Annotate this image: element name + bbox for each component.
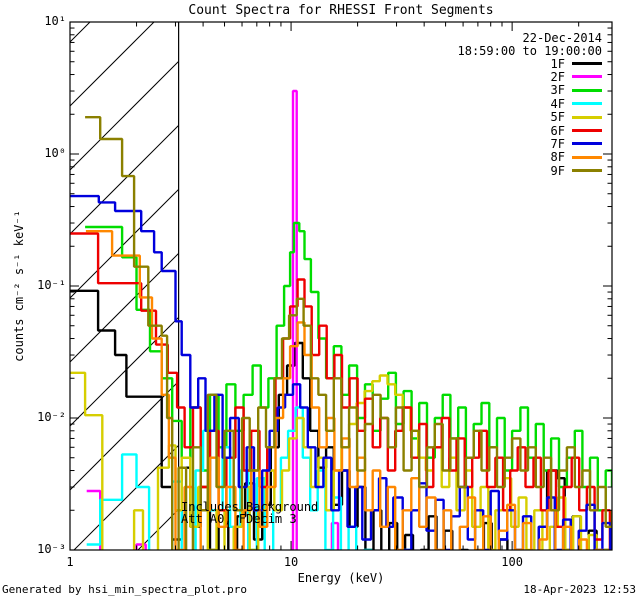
legend-color-swatch bbox=[572, 75, 602, 79]
legend-entry-8F: 8F bbox=[550, 150, 602, 165]
plot-frame bbox=[69, 21, 613, 551]
legend-color-swatch bbox=[572, 155, 602, 159]
x-axis-title: Energy (keV) bbox=[297, 571, 385, 585]
y-tick-label: 10⁻³ bbox=[37, 542, 66, 556]
legend-color-swatch bbox=[572, 115, 602, 119]
legend-label: 8F bbox=[550, 150, 565, 165]
series-9F-line bbox=[85, 116, 612, 550]
y-tick-label: 10¹ bbox=[44, 14, 66, 28]
y-tick-label: 10⁻¹ bbox=[37, 278, 66, 292]
legend-label: 6F bbox=[550, 123, 565, 138]
legend-label: 4F bbox=[550, 96, 565, 111]
x-tick-label: 10 bbox=[283, 555, 299, 569]
legend-color-swatch bbox=[572, 129, 602, 132]
generator-credit: Generated by hsi_min_spectra_plot.pro bbox=[2, 583, 248, 596]
legend-color-swatch bbox=[572, 102, 602, 106]
y-axis-title: counts cm⁻² s⁻¹ keV⁻¹ bbox=[12, 210, 26, 362]
legend-label: 5F bbox=[550, 110, 565, 125]
series-8F-line bbox=[85, 230, 604, 550]
legend-color-swatch bbox=[572, 169, 602, 173]
legend-entry-6F: 6F bbox=[550, 123, 602, 138]
series-group bbox=[70, 89, 612, 550]
legend-entry-5F: 5F bbox=[550, 110, 602, 125]
legend-label: 1F bbox=[550, 56, 565, 71]
legend-entry-9F: 9F bbox=[550, 163, 602, 178]
legend-color-swatch bbox=[572, 62, 602, 65]
legend-date: 22-Dec-2014 bbox=[522, 31, 602, 45]
legend-color-swatch bbox=[572, 88, 602, 92]
legend-entry-3F: 3F bbox=[550, 83, 602, 98]
legend-label: 9F bbox=[550, 163, 565, 178]
annotation-includes-background: Includes Background bbox=[181, 500, 319, 514]
y-tick-label: 10⁰ bbox=[44, 146, 66, 160]
y-tick-label: 10⁻² bbox=[37, 410, 66, 424]
series-6F-line bbox=[70, 232, 612, 550]
hatched-region bbox=[70, 22, 180, 550]
legend-entry-1F: 1F bbox=[550, 56, 602, 71]
x-tick-label: 100 bbox=[501, 555, 523, 569]
render-timestamp: 18-Apr-2023 12:53 bbox=[523, 583, 636, 596]
legend-label: 7F bbox=[550, 136, 565, 151]
legend-entry-2F: 2F bbox=[550, 69, 602, 84]
x-tick-label: 1 bbox=[66, 555, 74, 569]
legend-label: 2F bbox=[550, 69, 565, 84]
legend-entry-4F: 4F bbox=[550, 96, 602, 111]
legend-entry-7F: 7F bbox=[550, 136, 602, 151]
legend-label: 3F bbox=[550, 83, 565, 98]
legend-time-range: 18:59:00 to 19:00:00 bbox=[457, 44, 603, 58]
annotation-attenuator-state: Att A0, FDecim 3 bbox=[181, 512, 297, 526]
chart-title: Count Spectra for RHESSI Front Segments bbox=[188, 3, 494, 18]
legend-color-swatch bbox=[572, 142, 602, 146]
